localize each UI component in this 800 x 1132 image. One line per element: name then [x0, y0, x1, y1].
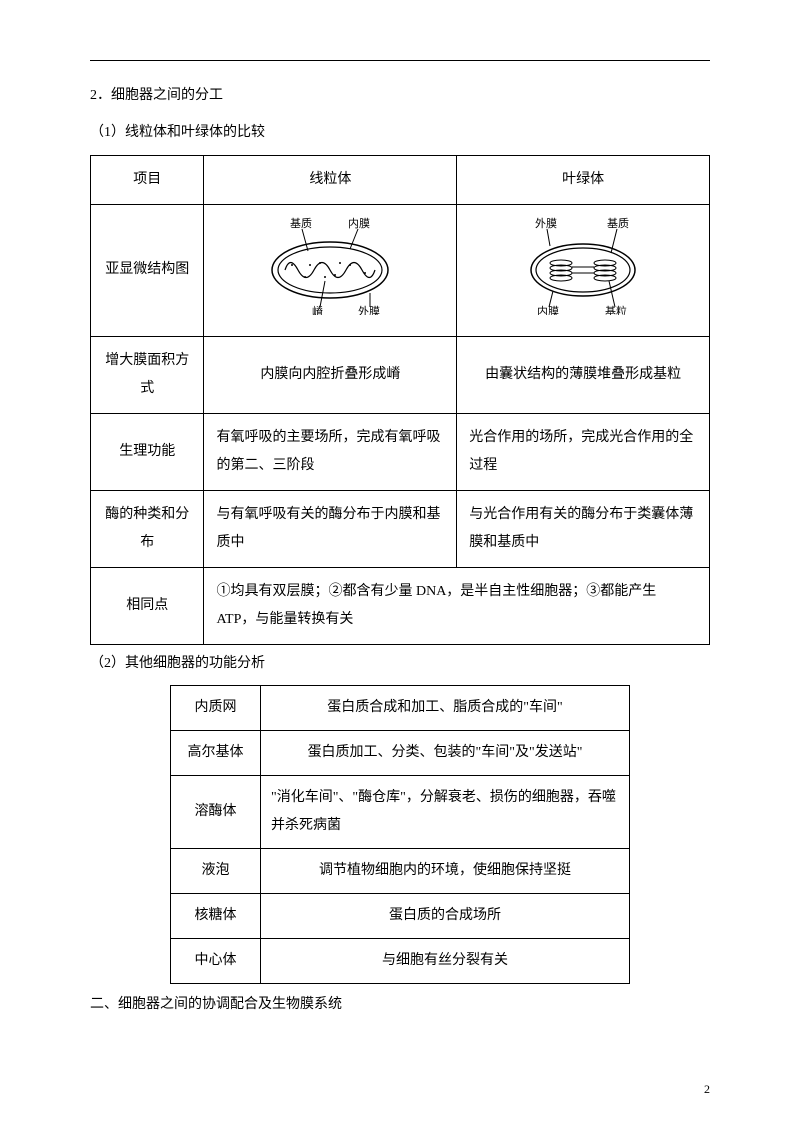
table-row: 高尔基体蛋白质加工、分类、包装的"车间"及"发送站": [171, 731, 630, 776]
page-number: 2: [704, 1076, 710, 1102]
footer-heading: 二、细胞器之间的协调配合及生物膜系统: [90, 990, 710, 1021]
header-mito: 线粒体: [204, 155, 457, 204]
label-inner-membrane: 内膜: [537, 304, 559, 315]
table-row: 增大膜面积方式 内膜向内腔折叠形成嵴 由囊状结构的薄膜堆叠形成基粒: [91, 336, 710, 413]
table-row: 核糖体蛋白质的合成场所: [171, 894, 630, 939]
table-row: 内质网蛋白质合成和加工、脂质合成的"车间": [171, 686, 630, 731]
mitochondrion-icon: 基质 内膜 嵴 外膜: [230, 215, 430, 315]
row-label-function: 生理功能: [91, 413, 204, 490]
row-label-enzyme: 酶的种类和分布: [91, 490, 204, 567]
label-cristae: 嵴: [312, 305, 323, 315]
organelle-desc: "消化车间"、"酶仓库"，分解衰老、损伤的细胞器，吞噬并杀死病菌: [261, 776, 630, 849]
table-row: 相同点 ①均具有双层膜；②都含有少量 DNA，是半自主性细胞器；③都能产生 AT…: [91, 567, 710, 644]
cell-common: ①均具有双层膜；②都含有少量 DNA，是半自主性细胞器；③都能产生 ATP，与能…: [204, 567, 710, 644]
label-matrix: 基质: [290, 217, 312, 230]
table-header-row: 项目 线粒体 叶绿体: [91, 155, 710, 204]
label-inner-membrane: 内膜: [348, 216, 370, 230]
header-item: 项目: [91, 155, 204, 204]
organelle-name: 内质网: [171, 686, 261, 731]
cell-chlo-function: 光合作用的场所，完成光合作用的全过程: [457, 413, 710, 490]
table-row: 溶酶体"消化车间"、"酶仓库"，分解衰老、损伤的细胞器，吞噬并杀死病菌: [171, 776, 630, 849]
organelle-desc: 调节植物细胞内的环境，使细胞保持坚挺: [261, 849, 630, 894]
table-row: 生理功能 有氧呼吸的主要场所，完成有氧呼吸的第二、三阶段 光合作用的场所，完成光…: [91, 413, 710, 490]
section-number: 2．: [90, 88, 111, 103]
organelle-name: 液泡: [171, 849, 261, 894]
mitochondrion-diagram-cell: 基质 内膜 嵴 外膜: [204, 204, 457, 336]
cell-mito-enzyme: 与有氧呼吸有关的酶分布于内膜和基质中: [204, 490, 457, 567]
row-label-membrane: 增大膜面积方式: [91, 336, 204, 413]
organelle-desc: 蛋白质的合成场所: [261, 894, 630, 939]
cell-mito-function: 有氧呼吸的主要场所，完成有氧呼吸的第二、三阶段: [204, 413, 457, 490]
sub-heading-1: （1）线粒体和叶绿体的比较: [90, 118, 710, 149]
organelle-desc: 与细胞有丝分裂有关: [261, 939, 630, 984]
sub-heading-2: （2）其他细胞器的功能分析: [90, 649, 710, 680]
label-granum: 基粒: [605, 304, 627, 315]
table-row: 酶的种类和分布 与有氧呼吸有关的酶分布于内膜和基质中 与光合作用有关的酶分布于类…: [91, 490, 710, 567]
cell-chlo-enzyme: 与光合作用有关的酶分布于类囊体薄膜和基质中: [457, 490, 710, 567]
label-outer-membrane: 外膜: [358, 305, 380, 315]
section-heading: 2．细胞器之间的分工: [90, 81, 710, 112]
label-outer-membrane: 外膜: [535, 217, 557, 230]
organelle-desc: 蛋白质加工、分类、包装的"车间"及"发送站": [261, 731, 630, 776]
row-label-structure: 亚显微结构图: [91, 204, 204, 336]
comparison-table: 项目 线粒体 叶绿体 亚显微结构图 基质 内膜 嵴 外膜: [90, 155, 710, 645]
organelle-desc: 蛋白质合成和加工、脂质合成的"车间": [261, 686, 630, 731]
table-row: 液泡调节植物细胞内的环境，使细胞保持坚挺: [171, 849, 630, 894]
organelle-name: 高尔基体: [171, 731, 261, 776]
section-title-text: 细胞器之间的分工: [111, 88, 223, 103]
organelle-name: 中心体: [171, 939, 261, 984]
functions-table: 内质网蛋白质合成和加工、脂质合成的"车间" 高尔基体蛋白质加工、分类、包装的"车…: [170, 685, 630, 984]
horizontal-rule: [90, 60, 710, 61]
table-row: 中心体与细胞有丝分裂有关: [171, 939, 630, 984]
header-chlo: 叶绿体: [457, 155, 710, 204]
label-stroma: 基质: [607, 217, 629, 230]
organelle-name: 核糖体: [171, 894, 261, 939]
chloroplast-icon: 外膜 基质 内膜 基粒: [483, 215, 683, 315]
cell-mito-membrane: 内膜向内腔折叠形成嵴: [204, 336, 457, 413]
organelle-name: 溶酶体: [171, 776, 261, 849]
row-label-common: 相同点: [91, 567, 204, 644]
table-row: 亚显微结构图 基质 内膜 嵴 外膜: [91, 204, 710, 336]
cell-chlo-membrane: 由囊状结构的薄膜堆叠形成基粒: [457, 336, 710, 413]
chloroplast-diagram-cell: 外膜 基质 内膜 基粒: [457, 204, 710, 336]
